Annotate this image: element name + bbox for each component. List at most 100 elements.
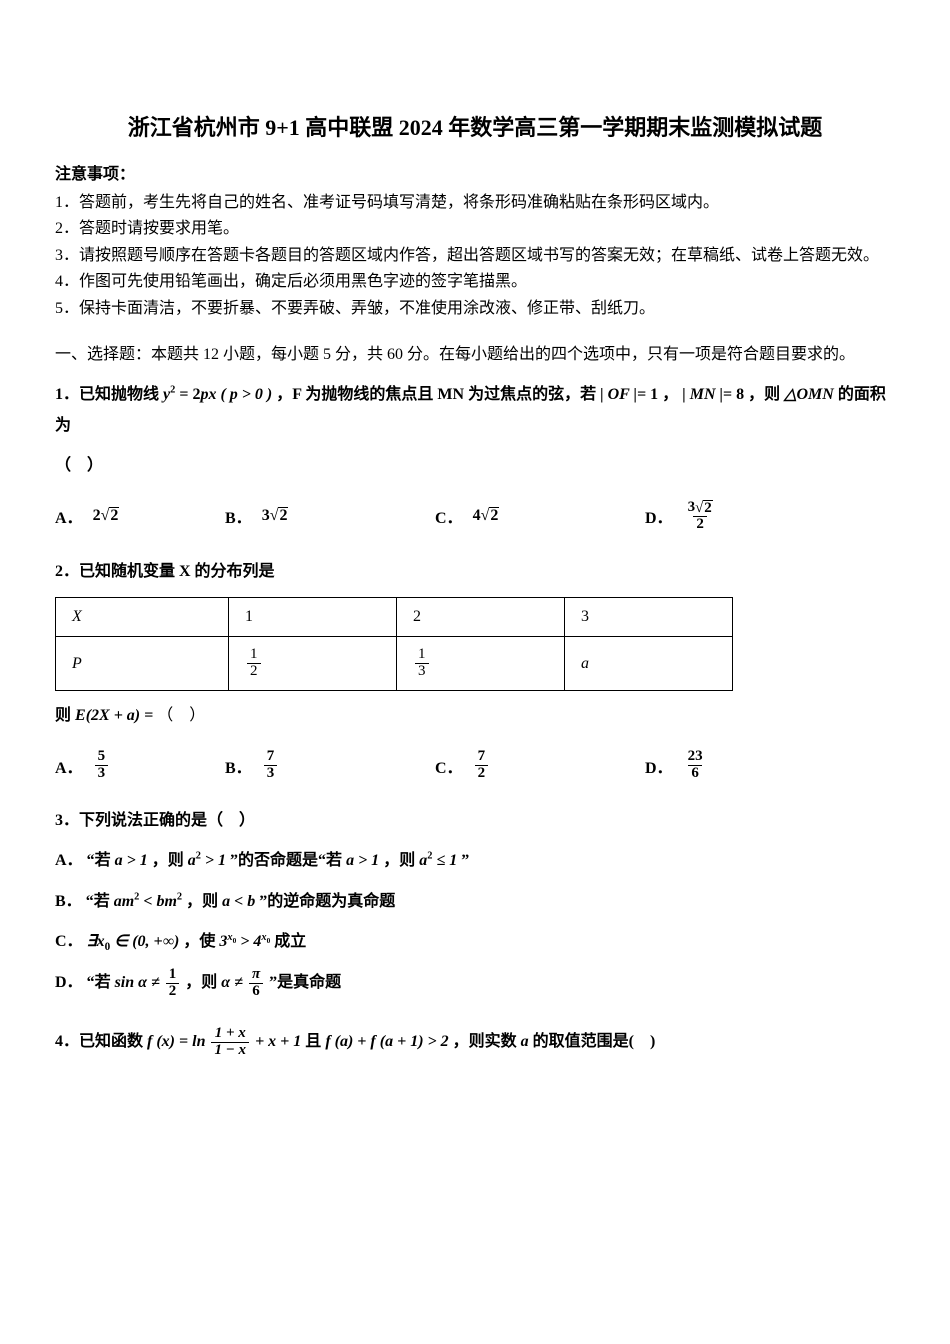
q2-ex: E(2X + a) = xyxy=(75,707,153,724)
q2-p2-den: 3 xyxy=(415,663,429,680)
instruction-4: 4．作图可先使用铅笔画出，确定后必须用黑色字迹的签字笔描黑。 xyxy=(55,271,895,293)
sqrt-icon: √2 xyxy=(270,507,289,525)
q2-table: X 1 2 3 P 1 2 1 3 a xyxy=(55,597,733,691)
q3-d-f1n: 1 xyxy=(166,967,180,983)
q4-plus: + x + 1 xyxy=(255,1033,301,1050)
q2-a-den: 3 xyxy=(95,765,109,782)
q3-a-c2b: a xyxy=(188,852,196,869)
q1-tri: △OMN xyxy=(784,386,834,403)
q4-stem: 4．已知函数 f (x) = ln 1 + x 1 − x + x + 1 且 … xyxy=(55,1026,895,1059)
q2-choice-d: D． 23 6 xyxy=(645,749,815,782)
q1-d-numrad: 2 xyxy=(703,500,713,516)
q1-of: | OF | xyxy=(600,386,637,403)
q1-prefix: 1．已知抛物线 xyxy=(55,386,159,403)
q1-mid1: ，F 为抛物线的焦点且 MN 为过焦点的弦，若 xyxy=(276,386,596,403)
q2-col-1: 1 xyxy=(229,598,397,637)
notice-header: 注意事项： xyxy=(55,160,895,184)
q2-choices: A． 5 3 B． 7 3 C． 7 2 D． 23 6 xyxy=(55,749,895,782)
q3-b-p3: ”的逆命题为真命题 xyxy=(259,893,395,910)
q2-a-frac: 5 3 xyxy=(95,749,109,782)
q1-choice-c: C． 4 √2 xyxy=(435,500,645,534)
q3-c-exists: ∃x xyxy=(87,933,105,950)
q3-b-c1l: am xyxy=(114,893,134,910)
q2-then-prefix: 则 xyxy=(55,707,71,724)
q3-a-c4r: ≤ 1 xyxy=(432,852,457,869)
q1-eq-b: px xyxy=(200,386,216,403)
q3-c-gt: > xyxy=(240,933,253,950)
table-row: P 1 2 1 3 a xyxy=(56,637,733,691)
q3-a-c4b: a xyxy=(419,852,427,869)
q2-p2: 1 3 xyxy=(397,637,565,691)
q2-p2-num: 1 xyxy=(415,647,429,663)
sqrt-icon: √2 xyxy=(101,507,120,525)
q1-of-val: = 1 xyxy=(637,386,658,403)
q4-mid: ，则实数 xyxy=(453,1033,517,1050)
q2-p1: 1 2 xyxy=(229,637,397,691)
q3-a-c1: a > 1 xyxy=(115,852,148,869)
q3-a-p2: ，则 xyxy=(152,852,184,869)
q3-a: A． “若 a > 1 ，则 a2 > 1 ”的否命题是“若 a > 1 ，则 … xyxy=(55,846,895,876)
q1-mn: | MN | xyxy=(682,386,723,403)
q2-p1-den: 2 xyxy=(247,663,261,680)
page-title: 浙江省杭州市 9+1 高中联盟 2024 年数学高三第一学期期末监测模拟试题 xyxy=(55,110,895,142)
q2-b-den: 3 xyxy=(264,765,278,782)
instruction-3: 3．请按照题号顺序在答题卡各题目的答题区域内作答，超出答题区域书写的答案无效；在… xyxy=(55,245,895,267)
q4-prefix: 4．已知函数 xyxy=(55,1033,143,1050)
q4-frac: 1 + x 1 − x xyxy=(211,1026,249,1059)
q2-p1-num: 1 xyxy=(247,647,261,663)
q2-th-x: X xyxy=(56,598,229,637)
q2-c-frac: 7 2 xyxy=(475,749,489,782)
q2-c-label: C． xyxy=(435,754,463,778)
q3-b-c2: a < b xyxy=(222,893,255,910)
q2-d-label: D． xyxy=(645,754,673,778)
q4-fx: f (x) = ln xyxy=(147,1033,205,1050)
q1-d-num: 3 √2 xyxy=(685,500,716,517)
q3-d-f2: π 6 xyxy=(249,967,263,1000)
q1-choice-a: A． 2 √2 xyxy=(55,500,225,534)
q2-a-num: 5 xyxy=(95,749,109,765)
q1-mn-val: = 8 xyxy=(723,386,744,403)
q2-p3: a xyxy=(565,637,733,691)
q3-d-f1d: 2 xyxy=(166,983,180,1000)
q3-a-p3: ”的否命题是“若 xyxy=(230,852,342,869)
sqrt-icon: √2 xyxy=(481,507,500,525)
q3-c-inset: ∈ (0, +∞) xyxy=(114,933,179,950)
q2-d-num: 23 xyxy=(685,749,706,765)
q3-d-label: D． xyxy=(55,974,83,991)
q3-d-f2d: 6 xyxy=(249,983,263,1000)
sqrt-icon: √2 xyxy=(695,500,713,517)
q3-c-p2: 成立 xyxy=(274,933,306,950)
instruction-1: 1．答题前，考生先将自己的姓名、准考证号码填写清楚，将条形码准确粘贴在条形码区域… xyxy=(55,192,895,214)
q1-choices: A． 2 √2 B． 3 √2 C． 4 √2 D． 3 √2 2 xyxy=(55,500,895,534)
q2-paren: （ ） xyxy=(157,707,205,724)
q1-cond: ( p > 0 ) xyxy=(220,386,272,403)
q3-a-label: A． xyxy=(55,852,83,869)
q2-choice-a: A． 5 3 xyxy=(55,749,225,782)
q1-c-coef: 4 xyxy=(473,507,481,525)
q3-a-p5: ” xyxy=(461,852,469,869)
q1-b-coef: 3 xyxy=(262,507,270,525)
q1-c-label: C． xyxy=(435,504,463,528)
q3-d-f1: 1 2 xyxy=(166,967,180,1000)
q4-and: 且 xyxy=(305,1033,325,1050)
q3-d-rhs: α ≠ xyxy=(221,974,247,991)
q1-a-label: A． xyxy=(55,504,83,528)
q1-a-rad: 2 xyxy=(109,507,119,524)
q1-mid2: ，则 xyxy=(748,386,780,403)
q2-b-frac: 7 3 xyxy=(264,749,278,782)
q2-col-3: 3 xyxy=(565,598,733,637)
q4-fracd: 1 − x xyxy=(211,1042,249,1059)
q2-stem: 2．已知随机变量 X 的分布列是 xyxy=(55,557,895,587)
q2-p1-frac: 1 2 xyxy=(247,647,261,680)
q3-d-f2n: π xyxy=(249,967,263,983)
q2-d-den: 6 xyxy=(688,765,702,782)
q1-c-rad: 2 xyxy=(489,507,499,524)
q2-c-den: 2 xyxy=(475,765,489,782)
q3-c-sub: 0 xyxy=(105,941,111,953)
q3-stem: 3．下列说法正确的是（ ） xyxy=(55,806,895,836)
q3-a-c3: a > 1 xyxy=(346,852,379,869)
q1-b-math: 3 √2 xyxy=(262,507,289,525)
q3-d-p3: ”是真命题 xyxy=(269,974,341,991)
q3-d-lhs: sin α ≠ xyxy=(115,974,164,991)
q3-d-p2: ，则 xyxy=(185,974,217,991)
